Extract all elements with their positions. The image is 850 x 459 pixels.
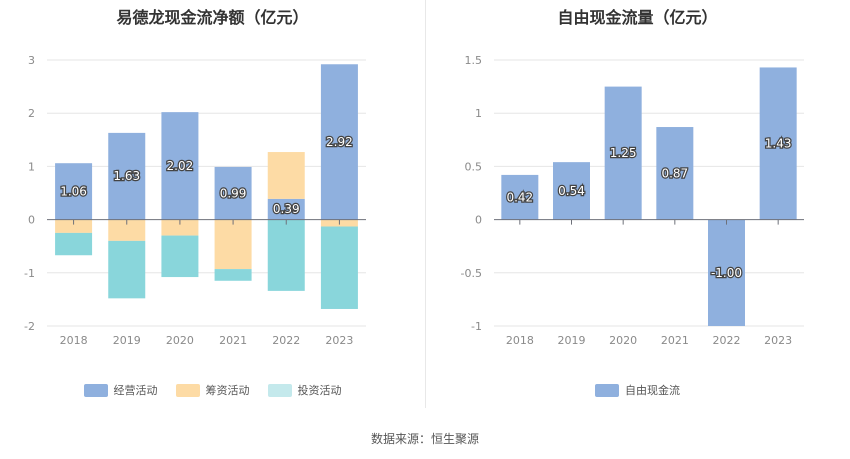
bar-investing [321, 227, 358, 309]
data-label: 0.42 [506, 190, 533, 204]
y-tick-label: 0.5 [465, 160, 483, 173]
x-tick-label: 2019 [558, 334, 586, 347]
bar-financing [215, 220, 252, 269]
legend-label: 筹资活动 [206, 382, 250, 398]
x-tick-label: 2018 [506, 334, 534, 347]
legend-item[interactable]: 筹资活动 [176, 382, 250, 398]
y-tick-label: -1 [471, 320, 482, 333]
data-label: 1.63 [113, 169, 140, 183]
data-label: 1.25 [610, 146, 637, 160]
legend-swatch [176, 384, 200, 397]
y-tick-label: 0 [28, 214, 35, 227]
legend-item[interactable]: 自由现金流 [595, 382, 680, 398]
data-label: 1.43 [765, 137, 792, 151]
bar-financing [268, 152, 305, 199]
x-tick-label: 2021 [661, 334, 689, 347]
legend-swatch [268, 384, 292, 397]
x-tick-label: 2020 [166, 334, 194, 347]
y-tick-label: 1 [475, 107, 482, 120]
bar-investing [268, 220, 305, 291]
legend: 自由现金流 [425, 382, 850, 398]
bar-investing [55, 233, 92, 255]
x-tick-label: 2018 [60, 334, 88, 347]
x-tick-label: 2021 [219, 334, 247, 347]
data-label: 0.99 [220, 186, 247, 200]
y-tick-label: 1 [28, 160, 35, 173]
y-tick-label: 1.5 [465, 54, 483, 67]
legend-swatch [595, 384, 619, 397]
bar-investing [108, 241, 145, 298]
legend-label: 投资活动 [298, 382, 342, 398]
legend-label: 经营活动 [114, 382, 158, 398]
legend-label: 自由现金流 [625, 382, 680, 398]
y-tick-label: 0 [475, 214, 482, 227]
free-cash-flow-chart: 自由现金流量（亿元） 1.5 1 0.5 0 -0.5 -1 2018 2019 2020 202… [425, 0, 850, 410]
data-label: 1.06 [60, 184, 87, 198]
bar-investing [161, 236, 198, 277]
legend: 经营活动 筹资活动 投资活动 [0, 382, 425, 398]
data-source: 数据来源：恒生聚源 [0, 430, 850, 447]
y-tick-label: -2 [24, 320, 35, 333]
data-label: 0.39 [273, 202, 300, 216]
y-tick-label: 2 [28, 107, 35, 120]
cash-flow-net-plot: 3 2 1 0 -1 -2 2018 2019 2020 2021 2022 2023 1.06 1.63… [0, 0, 425, 380]
cash-flow-net-chart: 易德龙现金流净额（亿元） 3 2 1 0 -1 -2 2018 2019 2020 2021 202… [0, 0, 425, 410]
x-tick-label: 2019 [113, 334, 141, 347]
x-tick-label: 2023 [764, 334, 792, 347]
x-tick-label: 2022 [272, 334, 300, 347]
legend-item[interactable]: 投资活动 [268, 382, 342, 398]
free-cash-flow-plot: 1.5 1 0.5 0 -0.5 -1 2018 2019 2020 2021 2022 2023 0.… [425, 0, 850, 380]
y-tick-label: -1 [24, 267, 35, 280]
x-tick-label: 2023 [325, 334, 353, 347]
data-label: 0.87 [661, 166, 688, 180]
y-tick-label: 3 [28, 54, 35, 67]
legend-item[interactable]: 经营活动 [84, 382, 158, 398]
y-tick-label: -0.5 [461, 267, 482, 280]
data-label: 0.54 [558, 184, 585, 198]
data-label: 2.02 [167, 159, 194, 173]
x-tick-label: 2022 [713, 334, 741, 347]
data-label: -1.00 [711, 266, 742, 280]
x-tick-label: 2020 [609, 334, 637, 347]
data-label: 2.92 [326, 135, 353, 149]
legend-swatch [84, 384, 108, 397]
bar-investing [215, 269, 252, 281]
